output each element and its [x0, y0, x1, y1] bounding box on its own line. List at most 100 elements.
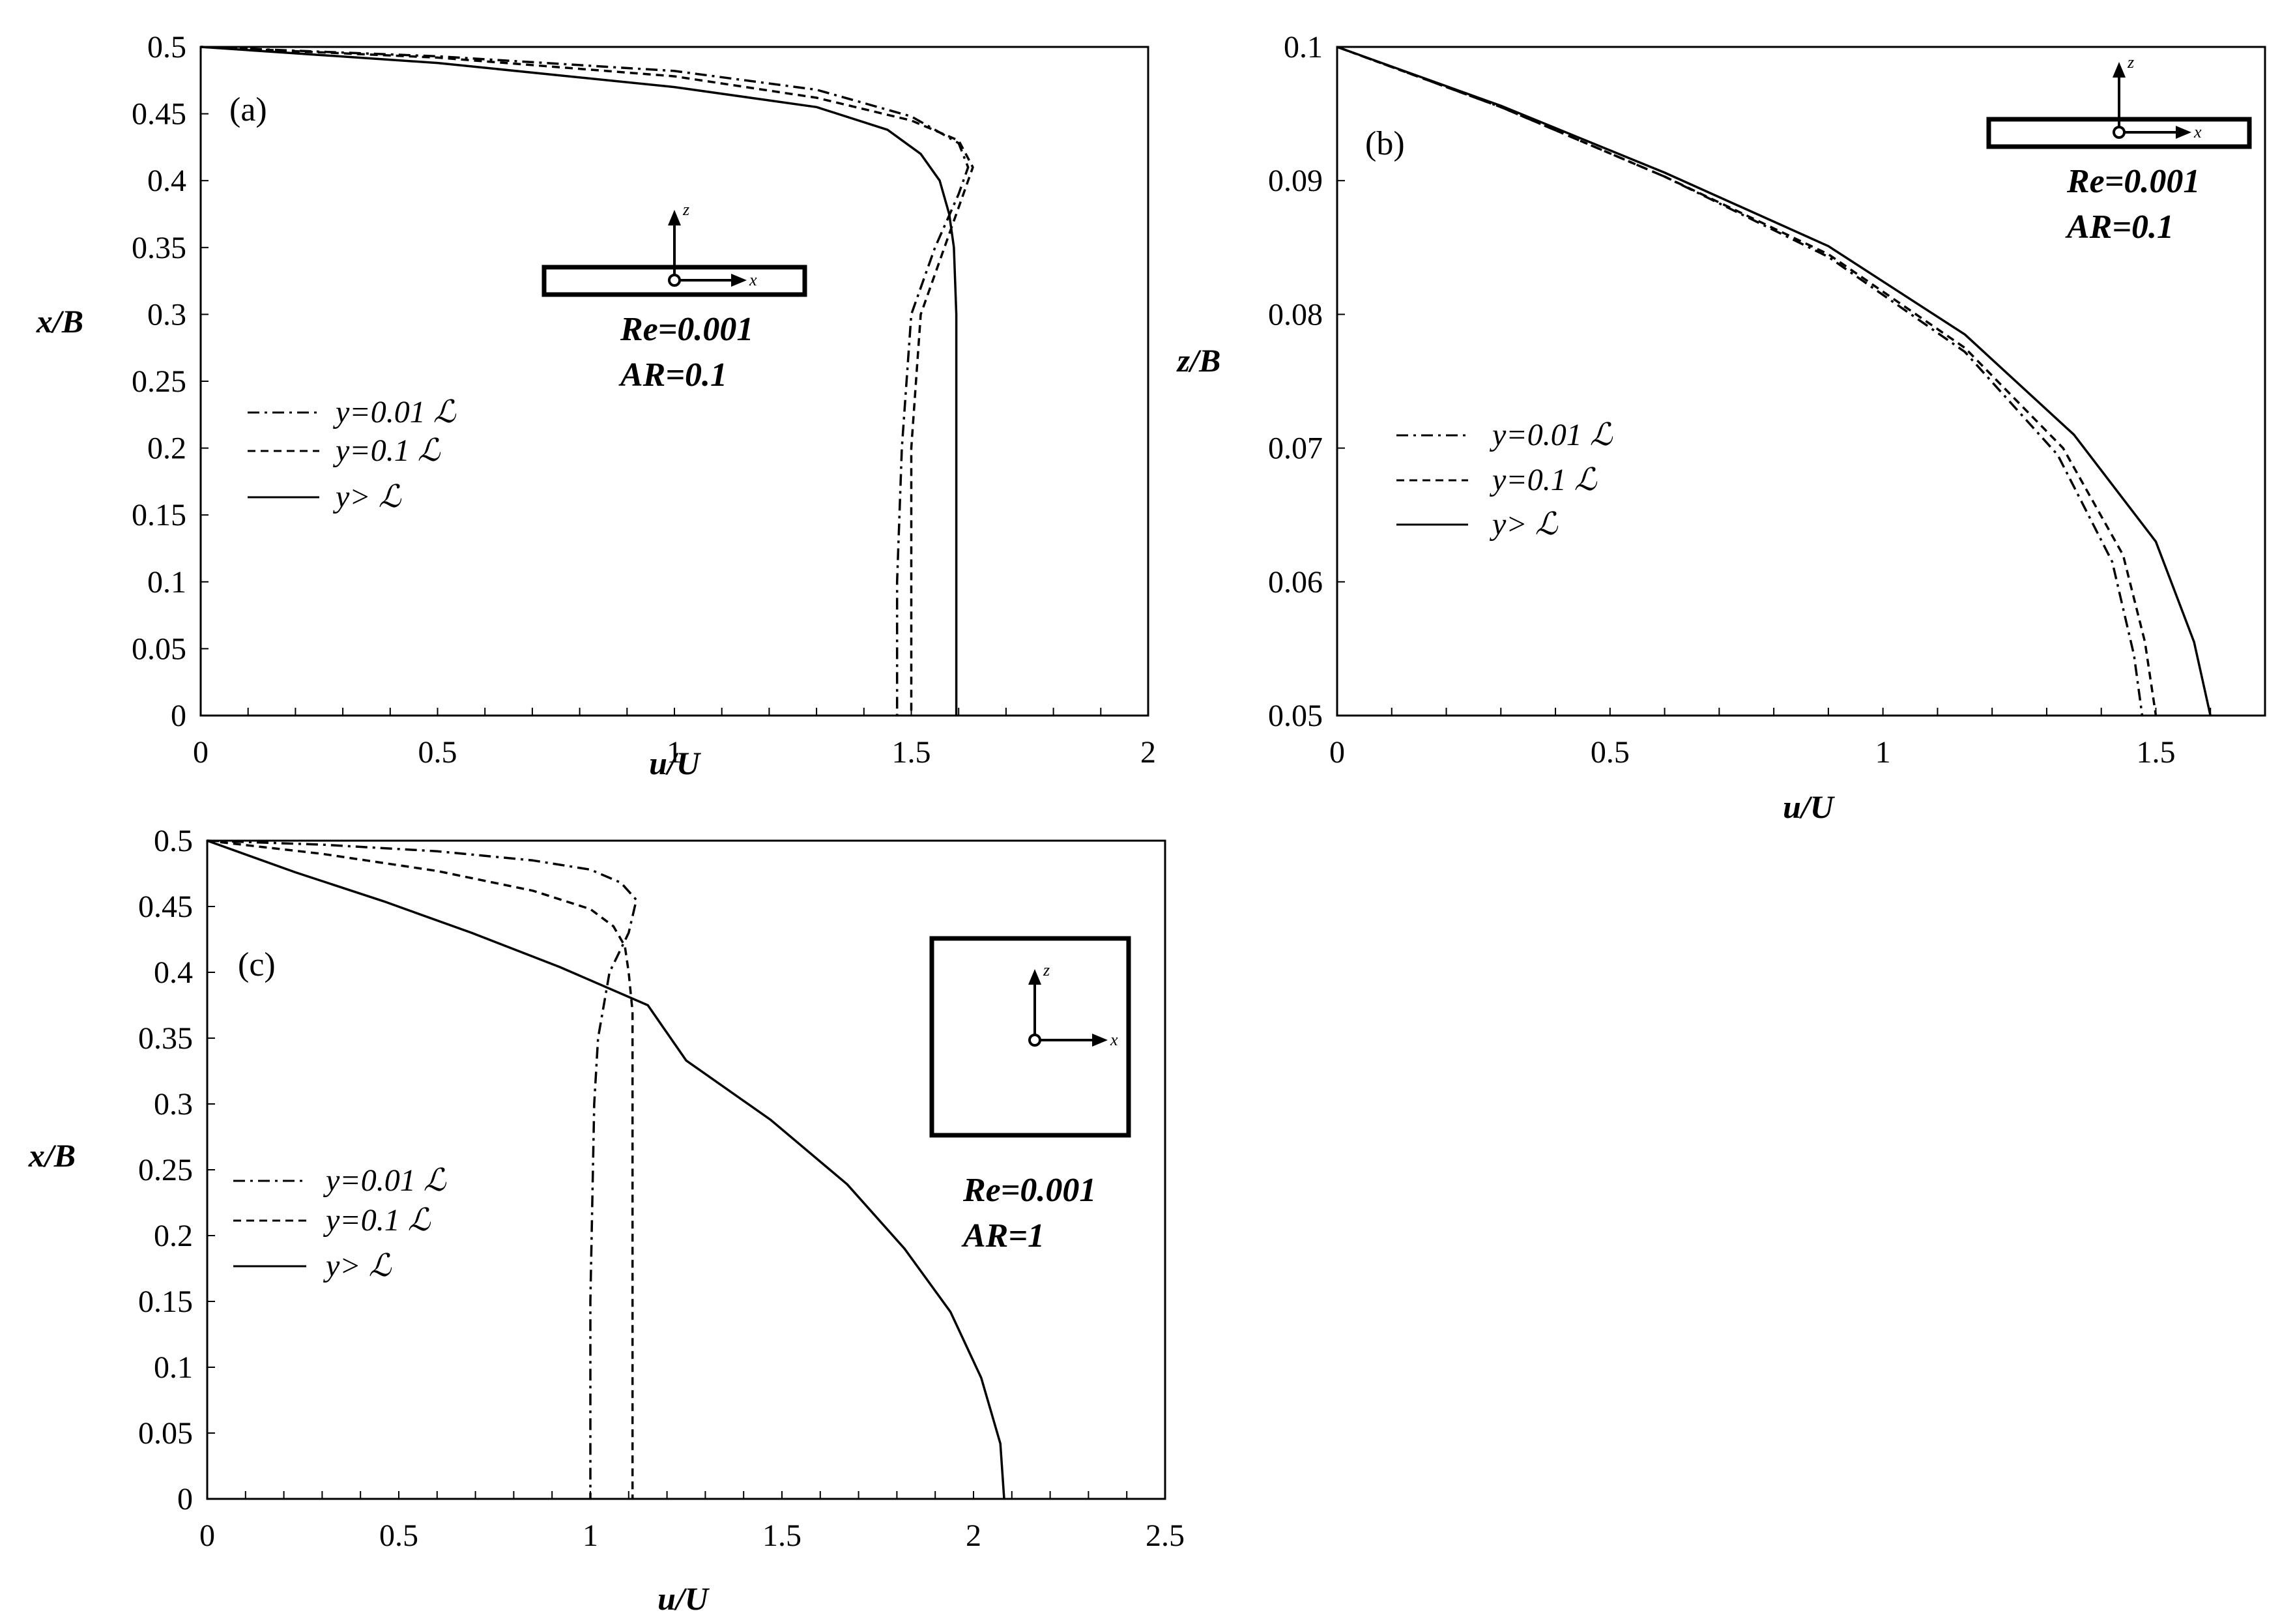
y-tick-label: 0 [171, 699, 186, 733]
series-line-c-0 [207, 839, 638, 1499]
y-tick-label: 0.2 [154, 1219, 193, 1253]
x-tick-label: 0.5 [379, 1518, 418, 1553]
x-axis-letter-c: x [1110, 1030, 1118, 1049]
y-tick-label: 0.4 [147, 164, 186, 198]
y-axis-label-b: z/B [1176, 342, 1221, 379]
y-tick-label: 0.09 [1268, 164, 1323, 198]
inset-channel-b: z x [1986, 53, 2252, 149]
x-arrowhead-c [1092, 1034, 1108, 1047]
y-tick-label: 0.1 [147, 565, 186, 600]
y-tick-label: 0.05 [132, 631, 186, 666]
y-tick-label: 0.45 [132, 97, 186, 132]
series-line-c-1 [207, 839, 634, 1499]
origin-marker-c [1028, 1034, 1041, 1047]
y-tick-label: 0 [177, 1482, 193, 1516]
origin-marker-a [668, 274, 681, 287]
series-layer-b [1336, 46, 2212, 716]
origin-marker-b [2113, 126, 2126, 139]
y-axis-label-a: x/B [36, 303, 83, 340]
legend-label-b-2: y> ℒ [1489, 507, 1559, 542]
x-tick-label: 1 [667, 735, 682, 770]
x-axis-label-c: u/U [657, 1580, 710, 1617]
y-tick-label: 0.15 [138, 1284, 193, 1319]
annotation-re-b: Re=0.001 [2066, 163, 2200, 200]
y-tick-label: 0.07 [1268, 431, 1323, 466]
x-tick-label: 0 [193, 735, 209, 770]
x-axis-label-a: u/U [649, 745, 702, 781]
y-tick-label: 0.25 [138, 1153, 193, 1187]
y-tick-label: 0.06 [1268, 565, 1323, 600]
legend-label-a-0: y=0.01 ℒ [332, 395, 457, 429]
legend-label-c-2: y> ℒ [323, 1249, 392, 1283]
y-tick-label: 0.35 [132, 231, 186, 265]
y-axis-label-c: x/B [28, 1137, 76, 1174]
y-tick-label: 0.25 [132, 364, 186, 399]
y-tick-label: 0.15 [132, 498, 186, 532]
x-arrowhead-b [2176, 126, 2191, 139]
plot-frame-b [1336, 46, 2266, 717]
y-tick-label: 0.5 [147, 30, 186, 65]
y-tick-labels-a: 0 0.05 0.1 0.15 0.2 0.25 0.3 0.35 0.4 0.45 0.5 [132, 30, 209, 733]
x-tick-label: 2 [966, 1518, 981, 1553]
series-line-a-1 [200, 46, 974, 716]
y-tick-label: 0.05 [1268, 699, 1323, 733]
chart-panel-a: 0 0.5 1 1.5 2 00.050.10.150.20.250.30.350.40… [36, 30, 1156, 781]
x-tick-label: 2 [1140, 735, 1156, 770]
z-arrowhead-c [1028, 969, 1041, 985]
y-tick-label: 0.2 [147, 431, 186, 466]
series-line-b-1 [1336, 46, 2158, 716]
legend-label-b-1: y=0.1 ℒ [1489, 463, 1598, 497]
chart-panel-c: 0 0.5 1 1.5 2 2.5 00.050.10.150.20.250.30.350… [28, 824, 1185, 1617]
x-tick-label: 0.5 [1591, 735, 1630, 770]
legend-b: y=0.01 ℒ y=0.1 ℒ y> ℒ [1396, 418, 1613, 542]
x-tick-label: 1.5 [762, 1518, 801, 1553]
series-line-c-2 [207, 839, 1005, 1500]
series-layer-a [200, 46, 974, 716]
annotation-re-a: Re=0.001 [620, 311, 753, 348]
x-tick-label: 2.5 [1146, 1518, 1185, 1553]
x-axis-label-b: u/U [1783, 789, 1836, 825]
series-line-a-2 [200, 46, 958, 716]
x-arrowhead-a [731, 274, 747, 287]
x-tick-label: 0 [1329, 735, 1345, 770]
annotation-ar-a: AR=0.1 [618, 356, 727, 394]
annotation-re-c: Re=0.001 [962, 1172, 1096, 1209]
y-tick-labels-c: 0 0.05 0.1 0.15 0.2 0.25 0.3 0.35 0.4 0.45 0.5 [138, 824, 215, 1516]
z-axis-letter-a: z [682, 200, 689, 219]
z-axis-letter-c: z [1043, 961, 1050, 979]
x-tick-label: 0.5 [418, 735, 457, 770]
y-tick-label: 0.08 [1268, 297, 1323, 332]
y-tick-label: 0.3 [154, 1087, 193, 1122]
panel-label-a: (a) [229, 91, 267, 128]
annotation-ar-c: AR=1 [961, 1217, 1045, 1254]
z-arrowhead-a [668, 210, 681, 225]
panel-label-b: (b) [1365, 125, 1405, 162]
channel-cross-section-c [929, 936, 1131, 1138]
series-layer-c [207, 839, 1005, 1500]
y-tick-labels-b: 0.05 0.06 0.07 0.08 0.09 0.1 [1268, 30, 1345, 733]
x-tick-labels-c: 0 0.5 1 1.5 2 2.5 [199, 1491, 1185, 1553]
legend-label-c-0: y=0.01 ℒ [323, 1163, 447, 1198]
z-arrowhead-b [2113, 62, 2126, 78]
legend-label-a-1: y=0.1 ℒ [332, 433, 441, 468]
y-tick-label: 0.35 [138, 1021, 193, 1056]
x-axis-letter-a: x [749, 270, 757, 289]
y-tick-label: 0.1 [1284, 30, 1323, 65]
y-tick-label: 0.3 [147, 297, 186, 332]
x-tick-label: 1.5 [2136, 735, 2175, 770]
series-line-b-2 [1336, 46, 2212, 716]
y-tick-label: 0.5 [154, 824, 193, 858]
x-tick-label: 0 [199, 1518, 215, 1553]
y-tick-label: 0.05 [138, 1416, 193, 1451]
panel-label-c: (c) [238, 946, 276, 983]
chart-panel-b: 0 0.5 1 1.5 0.05 0.06 0.07 0.08 0.09 0.1 u/U z/B… [1176, 30, 2266, 825]
annotation-ar-b: AR=0.1 [2065, 209, 2174, 246]
legend-label-c-1: y=0.1 ℒ [323, 1203, 431, 1238]
legend-label-b-0: y=0.01 ℒ [1489, 418, 1613, 452]
y-tick-label: 0.45 [138, 890, 193, 924]
x-tick-label: 1 [583, 1518, 598, 1553]
z-axis-letter-b: z [2127, 53, 2134, 72]
x-tick-labels-a: 0 0.5 1 1.5 2 [193, 708, 1156, 770]
inset-channel-c: z x [929, 936, 1131, 1138]
